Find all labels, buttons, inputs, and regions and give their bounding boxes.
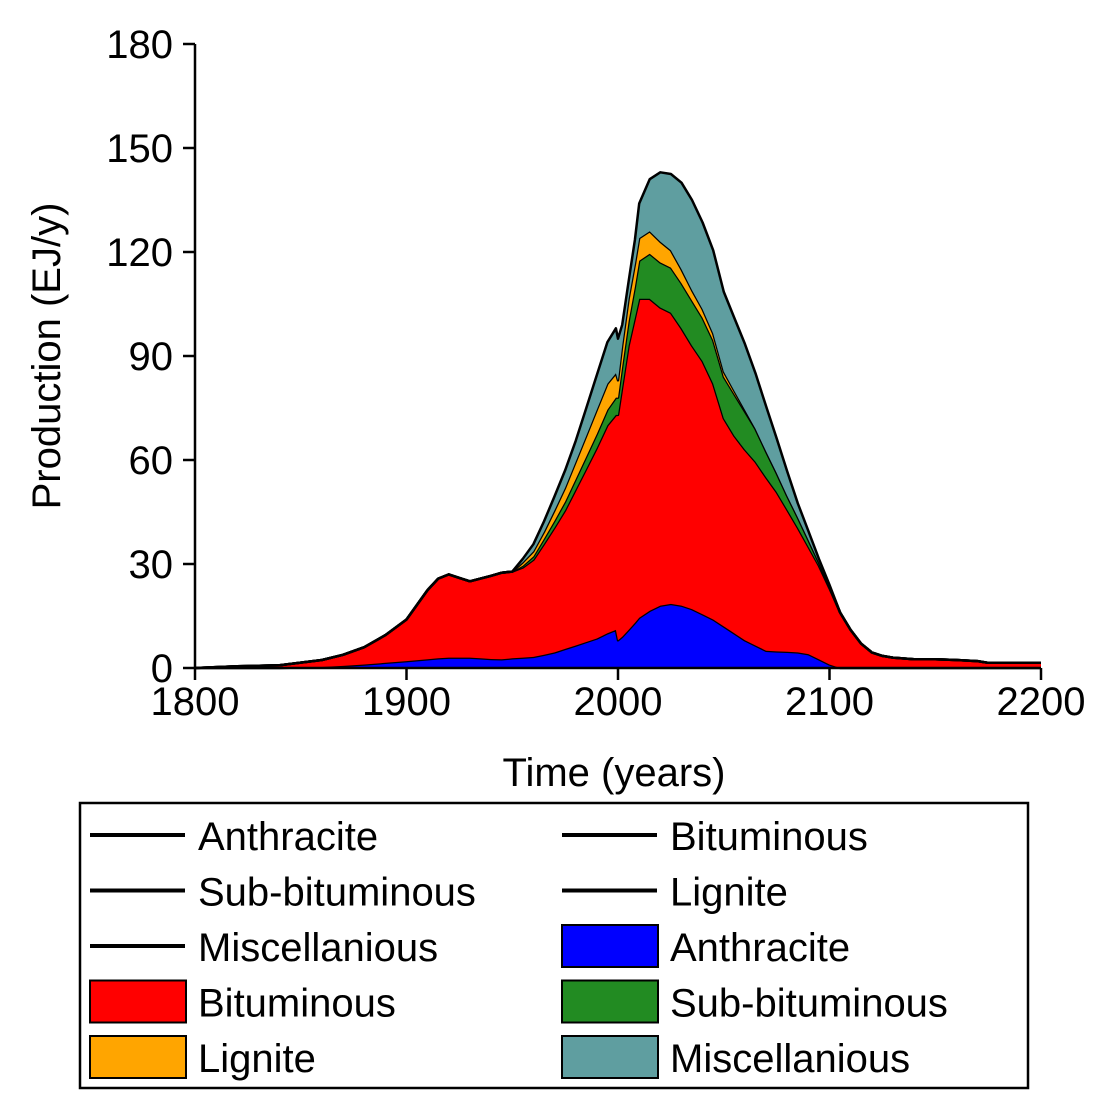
x-tick-label: 1800 <box>151 680 240 724</box>
y-tick-label: 180 <box>106 23 173 67</box>
legend-fill-swatch <box>561 1035 659 1079</box>
x-tick-label: 2100 <box>785 680 874 724</box>
y-tick-label: 120 <box>106 231 173 275</box>
y-tick-label: 150 <box>106 127 173 171</box>
legend-label: Sub-bituminous <box>670 982 948 1026</box>
legend-label: Miscellanious <box>670 1037 910 1081</box>
x-axis-title: Time (years) <box>503 751 726 795</box>
x-tick-label: 2200 <box>997 680 1086 724</box>
legend-fill-swatch <box>561 924 659 968</box>
line-miscellanious <box>194 171 1041 670</box>
legend-label: Anthracite <box>198 815 378 859</box>
plot-area <box>194 171 1041 670</box>
y-axis-ticks: 0 30 60 90 120 150 180 <box>106 23 195 691</box>
x-tick-label: 2000 <box>574 680 663 724</box>
legend-frame <box>78 801 1030 1090</box>
legend-label: Sub-bituminous <box>198 871 476 915</box>
legend-fill-swatch <box>561 979 659 1024</box>
legend-label: Anthracite <box>670 926 850 970</box>
y-tick-label: 60 <box>129 439 174 483</box>
x-axis-ticks: 1800 1900 2000 2100 2200 <box>151 668 1086 724</box>
legend-label: Lignite <box>670 871 788 915</box>
x-tick-label: 1900 <box>362 680 451 724</box>
y-tick-label: 0 <box>151 647 173 691</box>
legend-fill-swatch <box>89 979 187 1024</box>
legend-label: Miscellanious <box>198 926 438 970</box>
area-anthracite <box>195 603 1041 668</box>
y-tick-label: 30 <box>129 543 174 587</box>
legend-label: Bituminous <box>198 982 396 1026</box>
legend-label: Bituminous <box>670 815 868 859</box>
legend-label: Lignite <box>198 1037 316 1081</box>
y-axis-title: Production (EJ/y) <box>25 203 69 510</box>
legend-fill-swatch <box>89 1035 187 1079</box>
y-tick-label: 90 <box>129 335 174 379</box>
legend: Anthracite Bituminous Sub-bituminous Lignit… <box>78 801 1030 1090</box>
area-bituminous <box>195 298 1041 668</box>
